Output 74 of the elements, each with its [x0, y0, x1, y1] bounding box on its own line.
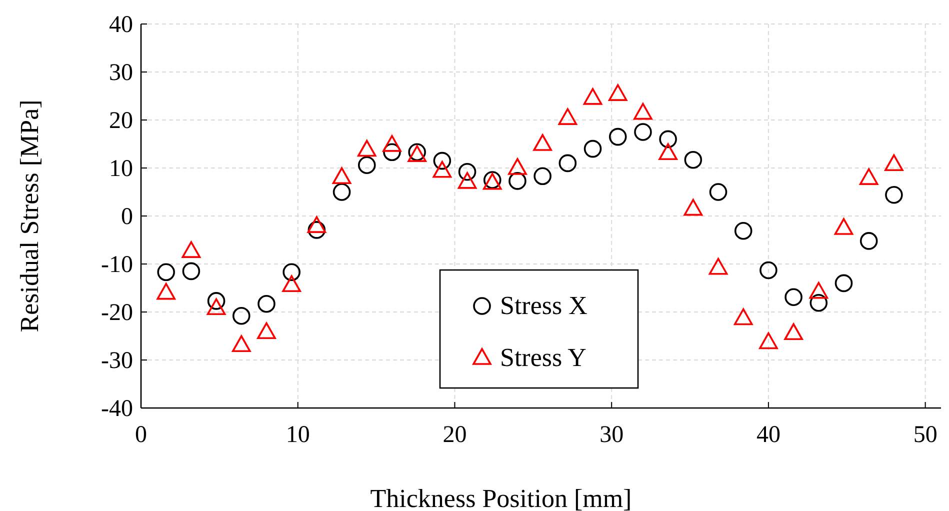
point — [433, 152, 452, 170]
point — [182, 241, 201, 258]
point — [182, 262, 200, 280]
point — [558, 108, 578, 125]
point — [533, 134, 552, 151]
point — [432, 160, 452, 178]
point — [784, 288, 802, 306]
point — [508, 158, 527, 175]
x-tick-label: 40 — [756, 422, 780, 448]
point — [608, 84, 628, 101]
point — [508, 172, 526, 190]
point — [684, 198, 703, 216]
point — [282, 275, 301, 292]
point — [358, 156, 376, 174]
point — [383, 143, 401, 162]
point — [734, 222, 752, 240]
point — [734, 308, 753, 326]
point — [332, 167, 352, 184]
point — [458, 172, 477, 189]
legend-label: Stress X — [500, 291, 588, 320]
point — [232, 335, 251, 352]
point — [282, 263, 300, 282]
y-tick-label: 0 — [121, 204, 133, 230]
x-tick-label: 20 — [442, 422, 467, 448]
y-tick-label: -20 — [101, 300, 133, 326]
point — [810, 294, 828, 312]
point — [709, 183, 728, 201]
point — [684, 150, 702, 169]
point — [834, 274, 853, 292]
x-tick-label: 50 — [913, 422, 938, 448]
point — [232, 306, 250, 325]
point — [558, 154, 577, 172]
point — [257, 322, 276, 340]
x-axis-title: Thickness Position [mm] — [370, 484, 632, 511]
point — [332, 183, 351, 201]
y-tick-label: 30 — [109, 60, 133, 86]
point — [760, 261, 778, 280]
point — [534, 167, 552, 186]
point — [608, 128, 627, 146]
point — [634, 102, 652, 120]
point — [583, 88, 602, 105]
point — [156, 282, 176, 300]
point — [157, 263, 175, 282]
point — [584, 140, 602, 158]
point — [207, 292, 226, 310]
point — [357, 140, 376, 157]
point — [884, 154, 904, 172]
x-tick-label: 10 — [286, 422, 310, 448]
y-tick-label: 20 — [109, 108, 133, 134]
point — [784, 323, 803, 340]
y-tick-label: -10 — [101, 252, 133, 278]
y-tick-label: 40 — [109, 12, 133, 38]
point — [834, 218, 854, 235]
point — [759, 332, 778, 350]
y-axis-title: Residual Stress [MPa] — [15, 100, 44, 332]
y-tick-label: -30 — [101, 348, 133, 374]
point — [658, 143, 678, 160]
point — [308, 221, 326, 239]
point — [708, 258, 728, 275]
point — [307, 216, 326, 233]
point — [206, 298, 226, 316]
legend-label: Stress Y — [500, 343, 587, 372]
point — [859, 168, 878, 185]
x-tick-label: 30 — [600, 422, 624, 448]
point — [458, 162, 476, 181]
point — [382, 135, 402, 152]
y-tick-label: -40 — [101, 396, 133, 422]
point — [659, 130, 677, 148]
point — [258, 294, 276, 313]
point — [809, 282, 828, 299]
point — [860, 232, 878, 250]
point — [885, 186, 903, 204]
y-tick-label: 10 — [109, 156, 133, 182]
point — [634, 123, 652, 141]
